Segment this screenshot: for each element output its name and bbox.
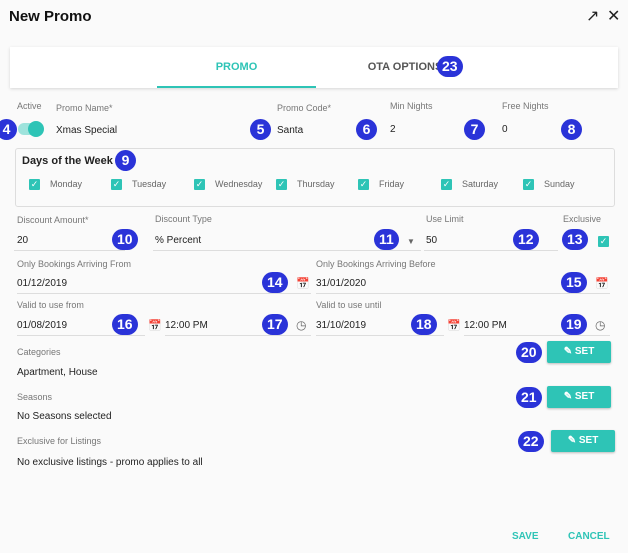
- promo-code-label: Promo Code*: [277, 103, 332, 113]
- days-of-week-group: Days of the Week ✓ Monday ✓ Tuesday ✓ Wedne…: [15, 148, 615, 207]
- free-nights-label: Free Nights: [502, 101, 549, 111]
- exclusive-checkbox[interactable]: ✓: [598, 236, 609, 247]
- dialog-title: New Promo: [9, 8, 92, 25]
- save-button[interactable]: SAVE: [512, 531, 539, 542]
- day-monday[interactable]: ✓ Monday: [29, 179, 83, 191]
- arriving-before-label: Only Bookings Arriving Before: [316, 259, 436, 269]
- tab-bar: PROMO OTA OPTIONS: [10, 47, 618, 88]
- categories-value: Apartment, House: [17, 367, 98, 378]
- days-title: Days of the Week: [22, 155, 113, 167]
- expand-icon[interactable]: ↗: [586, 8, 600, 25]
- annotation-badge: 23: [437, 56, 463, 77]
- annotation-badge: 12: [513, 229, 539, 250]
- checkbox-icon: ✓: [358, 179, 369, 191]
- annotation-badge: 15: [561, 272, 587, 293]
- dropdown-arrow-icon[interactable]: ▼: [407, 237, 415, 246]
- day-thursday[interactable]: ✓ Thursday: [276, 179, 335, 191]
- promo-code-input[interactable]: Santa: [277, 125, 304, 136]
- active-label: Active: [17, 101, 42, 111]
- annotation-badge: 17: [262, 314, 288, 335]
- checkbox-icon: ✓: [441, 179, 452, 191]
- day-saturday[interactable]: ✓ Saturday: [441, 179, 499, 191]
- free-nights-input[interactable]: 0: [502, 124, 508, 135]
- annotation-badge: 21: [516, 387, 542, 408]
- listings-value: No exclusive listings - promo applies to…: [17, 457, 203, 468]
- seasons-value: No Seasons selected: [17, 411, 112, 422]
- categories-label: Categories: [17, 347, 61, 357]
- listings-label: Exclusive for Listings: [17, 436, 102, 446]
- arriving-from-label: Only Bookings Arriving From: [17, 259, 132, 269]
- annotation-badge: 18: [411, 314, 437, 335]
- day-tuesday[interactable]: ✓ Tuesday: [111, 179, 167, 191]
- annotation-badge: 7: [464, 119, 485, 140]
- valid-from-date-input[interactable]: 01/08/2019: [17, 320, 145, 336]
- seasons-label: Seasons: [17, 392, 53, 402]
- annotation-badge: 19: [561, 314, 587, 335]
- promo-name-input[interactable]: Xmas Special: [56, 125, 118, 136]
- day-friday[interactable]: ✓ Friday: [358, 179, 405, 191]
- valid-from-label: Valid to use from: [17, 300, 84, 310]
- annotation-badge: 10: [112, 229, 138, 250]
- checkbox-icon: ✓: [111, 179, 122, 191]
- annotation-badge: 5: [250, 119, 271, 140]
- annotation-badge: 6: [356, 119, 377, 140]
- use-limit-label: Use Limit: [426, 214, 464, 224]
- tab-ota-options[interactable]: OTA OPTIONS: [367, 61, 443, 73]
- annotation-badge: 20: [516, 342, 542, 363]
- exclusive-label: Exclusive: [563, 214, 602, 224]
- annotation-badge: 9: [115, 150, 136, 171]
- valid-until-time-input[interactable]: 12:00 PM: [464, 320, 610, 336]
- close-icon[interactable]: ✕: [607, 8, 621, 25]
- min-nights-input[interactable]: 2: [390, 124, 396, 135]
- set-seasons-button[interactable]: ✎ SET: [547, 386, 611, 408]
- annotation-badge: 11: [374, 229, 399, 250]
- min-nights-label: Min Nights: [390, 101, 433, 111]
- use-limit-input[interactable]: 50: [424, 235, 558, 251]
- valid-until-date-input[interactable]: 31/10/2019: [316, 320, 444, 336]
- cancel-button[interactable]: CANCEL: [568, 531, 610, 542]
- set-categories-button[interactable]: ✎ SET: [547, 341, 611, 363]
- checkbox-icon: ✓: [194, 179, 205, 191]
- clock-icon[interactable]: ◷: [595, 318, 606, 332]
- discount-amount-label: Discount Amount*: [17, 215, 89, 225]
- valid-until-label: Valid to use until: [316, 300, 382, 310]
- clock-icon[interactable]: ◷: [296, 318, 307, 332]
- annotation-badge: 13: [562, 229, 588, 250]
- set-listings-button[interactable]: ✎ SET: [551, 430, 615, 452]
- valid-from-time-input[interactable]: 12:00 PM: [165, 320, 311, 336]
- promo-name-label: Promo Name*: [56, 103, 113, 113]
- checkbox-icon: ✓: [276, 179, 287, 191]
- checkbox-icon: ✓: [523, 179, 534, 191]
- calendar-icon[interactable]: 📅: [296, 278, 310, 290]
- annotation-badge: 8: [561, 119, 582, 140]
- arriving-before-input[interactable]: 31/01/2020: [316, 278, 610, 294]
- discount-type-select[interactable]: % Percent: [153, 235, 421, 251]
- calendar-icon[interactable]: 📅: [447, 320, 461, 332]
- discount-amount-input[interactable]: 20: [14, 235, 125, 251]
- annotation-badge: 22: [518, 431, 544, 452]
- calendar-icon[interactable]: 📅: [595, 278, 609, 290]
- annotation-badge: 4: [0, 119, 17, 140]
- day-wednesday[interactable]: ✓ Wednesday: [194, 179, 263, 191]
- annotation-badge: 14: [262, 272, 288, 293]
- arriving-from-input[interactable]: 01/12/2019: [17, 278, 311, 294]
- tab-promo[interactable]: PROMO: [157, 47, 316, 88]
- calendar-icon[interactable]: 📅: [148, 320, 162, 332]
- checkbox-icon: ✓: [29, 179, 40, 191]
- annotation-badge: 16: [112, 314, 138, 335]
- discount-type-label: Discount Type: [155, 214, 212, 224]
- active-toggle[interactable]: [18, 121, 44, 137]
- day-sunday[interactable]: ✓ Sunday: [523, 179, 575, 191]
